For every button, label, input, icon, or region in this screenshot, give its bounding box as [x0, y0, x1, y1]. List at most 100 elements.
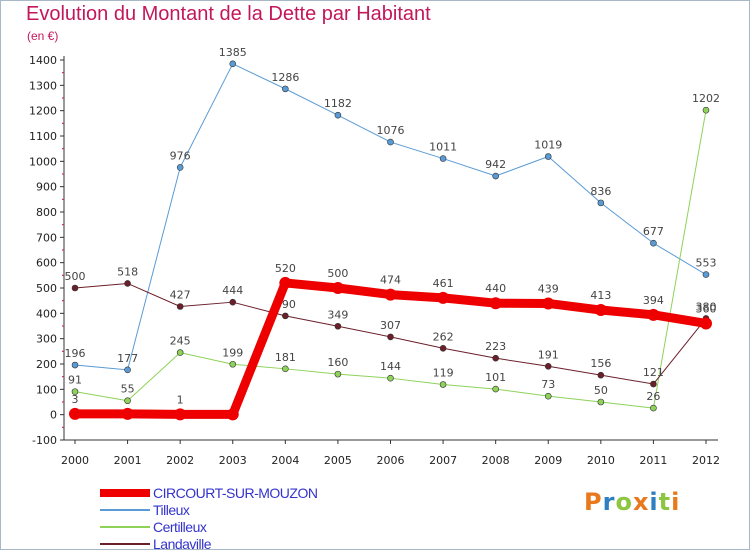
data-label: 1011 [429, 141, 457, 154]
logo-letter: i [649, 488, 659, 516]
y-tick-label: 100 [36, 383, 57, 396]
y-tick-label: 1400 [29, 54, 57, 67]
legend-swatch [100, 525, 150, 528]
data-point [331, 282, 344, 294]
y-tick-label: 1000 [29, 155, 57, 168]
data-label: 191 [538, 348, 559, 361]
data-label: 518 [117, 265, 138, 278]
data-point [387, 138, 394, 146]
data-label: 394 [643, 294, 664, 307]
data-label: 1286 [271, 71, 299, 84]
data-point [226, 408, 239, 421]
data-label: 380 [696, 300, 717, 313]
y-tick-label: 700 [36, 231, 57, 244]
data-point [176, 164, 184, 171]
data-point [650, 380, 657, 388]
data-point [124, 280, 131, 287]
data-label: 520 [275, 262, 296, 275]
data-point [647, 308, 660, 321]
data-point [334, 370, 342, 378]
data-label: 223 [485, 340, 506, 353]
x-tick-label: 2000 [61, 454, 89, 467]
data-label: 427 [170, 288, 191, 301]
data-label: 262 [433, 330, 454, 343]
data-point [597, 371, 605, 379]
data-point [279, 276, 292, 289]
data-point [229, 60, 237, 68]
legend-label: Tilleux [153, 501, 190, 518]
data-label: 500 [65, 270, 86, 283]
data-point [229, 360, 237, 368]
data-point [597, 199, 605, 207]
x-tick-label: 2005 [324, 454, 352, 467]
data-point [121, 407, 134, 420]
data-label: 413 [590, 289, 611, 302]
legend-item: Landaville [100, 535, 317, 552]
series-line [70, 278, 711, 419]
data-label: 553 [696, 257, 717, 270]
data-point [387, 333, 394, 341]
y-tick-label: 300 [36, 333, 57, 346]
x-tick-label: 2011 [639, 454, 667, 467]
data-label: 119 [433, 367, 454, 380]
data-label: 1019 [534, 139, 562, 152]
data-point [650, 239, 657, 247]
data-label: 181 [275, 351, 296, 364]
logo-letter: t [658, 488, 672, 516]
data-label: 55 [121, 383, 135, 396]
data-label: 307 [380, 319, 401, 332]
data-point [437, 291, 450, 304]
data-label: 101 [485, 371, 506, 384]
y-tick-label: 800 [36, 206, 57, 219]
data-label: 91 [68, 374, 82, 387]
data-point [176, 303, 184, 310]
chart-subtitle: (en €) [27, 29, 59, 43]
y-tick-label: 900 [36, 181, 57, 194]
data-point [387, 374, 394, 382]
data-label: 199 [222, 346, 243, 359]
data-point [124, 397, 131, 405]
data-label: 500 [327, 267, 348, 280]
data-label: 439 [538, 282, 559, 295]
logo-letter: i [671, 488, 681, 516]
legend-label: Landaville [153, 535, 212, 552]
legend-swatch [100, 488, 150, 497]
data-point [282, 85, 289, 93]
legend-item: CIRCOURT-SUR-MOUZON [100, 484, 318, 501]
data-label: 121 [643, 366, 664, 379]
data-point [439, 344, 447, 352]
logo-letter: x [632, 488, 650, 516]
y-tick-label: 1200 [29, 105, 57, 118]
data-label: 461 [433, 277, 454, 290]
data-point [384, 288, 397, 301]
data-label: 26 [646, 390, 660, 403]
data-point [334, 111, 342, 119]
data-point [700, 317, 712, 330]
data-point [439, 381, 447, 388]
y-tick-label: -100 [32, 434, 57, 447]
data-label: 836 [590, 185, 611, 198]
x-tick-label: 2002 [166, 454, 194, 467]
logo-letter: r [602, 488, 616, 516]
y-tick-label: 1100 [29, 130, 57, 143]
data-point [544, 153, 552, 160]
data-label: 942 [485, 158, 506, 171]
data-label: 144 [380, 360, 401, 373]
x-tick-label: 2001 [114, 454, 142, 467]
data-label: 73 [541, 378, 555, 391]
data-label: 1202 [692, 92, 720, 105]
data-point [597, 398, 605, 406]
data-label: 440 [485, 282, 506, 295]
data-point [71, 361, 79, 369]
data-label: 1385 [219, 46, 247, 59]
data-label: 1182 [324, 97, 352, 110]
data-point [282, 312, 289, 320]
data-label: 444 [222, 284, 243, 297]
data-point [489, 297, 502, 310]
y-tick-label: 200 [36, 358, 57, 371]
data-point [176, 349, 184, 356]
x-tick-label: 2007 [429, 454, 457, 467]
logo-letter: P [584, 488, 603, 516]
y-tick-label: 600 [36, 257, 57, 270]
